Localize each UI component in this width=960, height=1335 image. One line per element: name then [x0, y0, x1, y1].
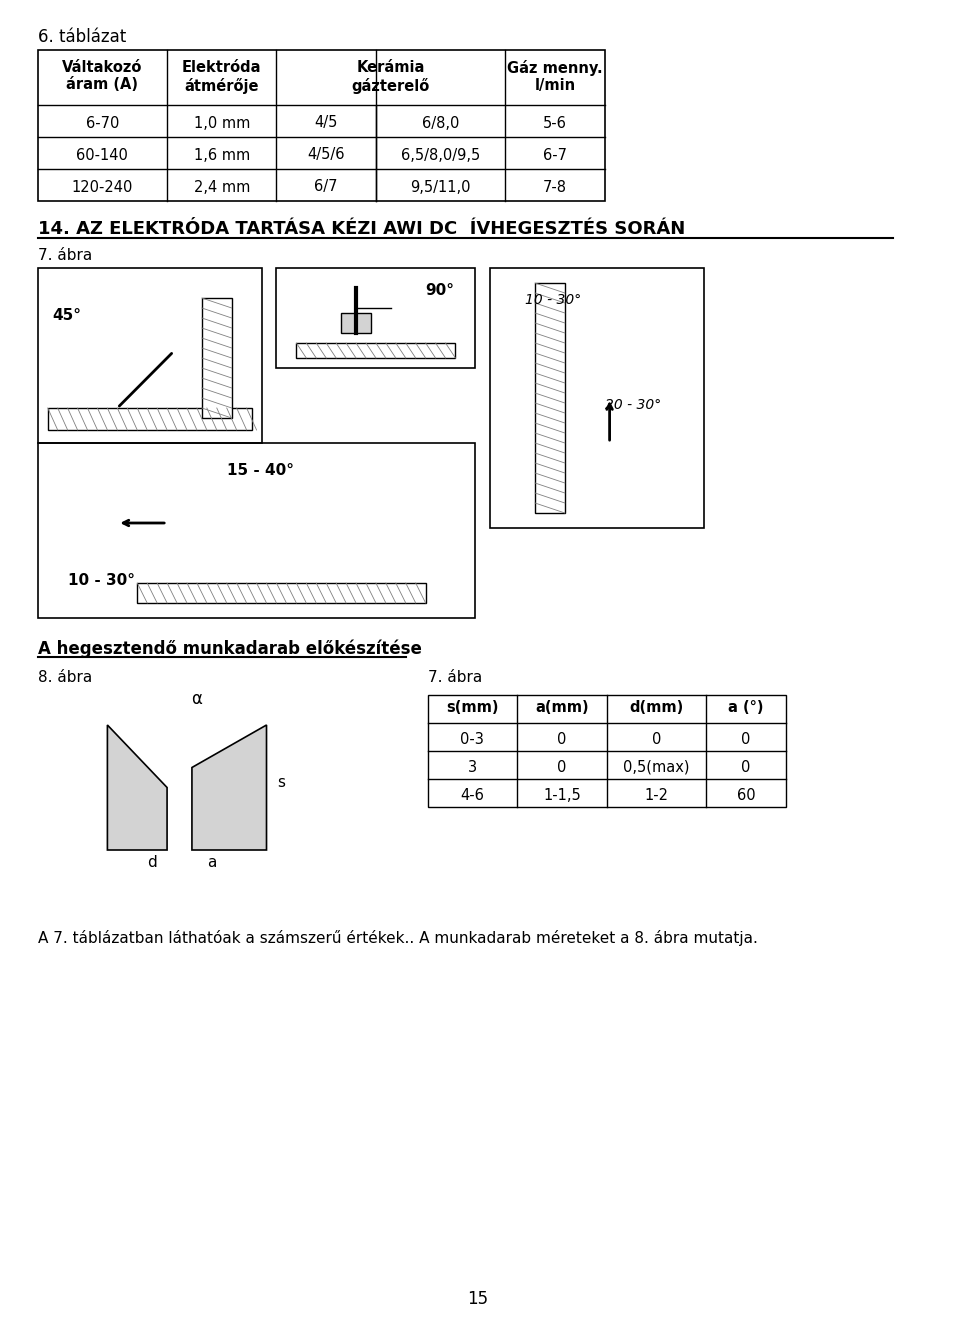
- Text: 45°: 45°: [53, 308, 82, 323]
- Text: 4-6: 4-6: [461, 788, 484, 802]
- Bar: [297, 343, 455, 358]
- Text: 9,5/11,0: 9,5/11,0: [410, 179, 470, 195]
- Text: 15: 15: [467, 1290, 488, 1308]
- Text: 4/5: 4/5: [315, 116, 338, 131]
- Text: 6-7: 6-7: [543, 147, 567, 163]
- Text: 10 - 30°: 10 - 30°: [525, 292, 582, 307]
- Text: d: d: [147, 854, 156, 870]
- Text: 0: 0: [557, 732, 566, 746]
- Text: 15 - 40°: 15 - 40°: [227, 463, 294, 478]
- Text: 6-70: 6-70: [85, 116, 119, 131]
- Text: 120-240: 120-240: [72, 179, 133, 195]
- Bar: [491, 268, 704, 529]
- Text: 14. AZ ELEKTRÓDA TARTÁSA KÉZI AWI DC  ÍVHEGESZTÉS SORÁN: 14. AZ ELEKTRÓDA TARTÁSA KÉZI AWI DC ÍVH…: [37, 220, 685, 238]
- Bar: [37, 268, 261, 443]
- Polygon shape: [192, 725, 267, 850]
- Text: 7. ábra: 7. ábra: [37, 248, 92, 263]
- Text: 1,0 mm: 1,0 mm: [194, 116, 250, 131]
- Text: A 7. táblázatban láthatóak a számszerű értékek.. A munkadarab méreteket a 8. ábr: A 7. táblázatban láthatóak a számszerű é…: [37, 930, 757, 947]
- Text: A hegesztendő munkadarab előkészítése: A hegesztendő munkadarab előkészítése: [37, 639, 421, 658]
- Bar: [137, 583, 425, 603]
- Bar: [48, 409, 252, 430]
- Text: 3: 3: [468, 760, 477, 774]
- Text: 90°: 90°: [425, 283, 455, 298]
- Text: 1,6 mm: 1,6 mm: [194, 147, 250, 163]
- Text: a (°): a (°): [728, 700, 763, 716]
- Text: 6,5/8,0/9,5: 6,5/8,0/9,5: [401, 147, 480, 163]
- Text: 0,5(max): 0,5(max): [623, 760, 689, 774]
- Text: 60-140: 60-140: [77, 147, 129, 163]
- Text: d(mm): d(mm): [629, 700, 684, 716]
- Bar: [341, 312, 371, 332]
- Text: 0: 0: [557, 760, 566, 774]
- Text: Elektróda
átmérője: Elektróda átmérője: [182, 60, 261, 93]
- Text: 0: 0: [741, 732, 751, 746]
- Text: 2,4 mm: 2,4 mm: [194, 179, 250, 195]
- Text: 0: 0: [652, 732, 661, 746]
- Bar: [202, 298, 231, 418]
- Text: 20 - 30°: 20 - 30°: [605, 398, 660, 413]
- Text: Kerámia
gázterelő: Kerámia gázterelő: [351, 60, 430, 93]
- Text: Gáz menny.
l/min: Gáz menny. l/min: [507, 60, 603, 93]
- Text: 1-2: 1-2: [644, 788, 668, 802]
- Text: 6/8,0: 6/8,0: [421, 116, 459, 131]
- Bar: [535, 283, 564, 513]
- Polygon shape: [108, 725, 167, 850]
- Text: 0: 0: [741, 760, 751, 774]
- Bar: [427, 696, 785, 806]
- Bar: [37, 49, 605, 202]
- Text: s: s: [277, 776, 285, 790]
- Text: α: α: [191, 690, 203, 708]
- Text: 60: 60: [736, 788, 756, 802]
- Text: 4/5/6: 4/5/6: [307, 147, 345, 163]
- Text: 0-3: 0-3: [461, 732, 484, 746]
- Text: Váltakozó
áram (A): Váltakozó áram (A): [62, 60, 143, 92]
- Text: a: a: [206, 854, 216, 870]
- Text: a(mm): a(mm): [535, 700, 588, 716]
- Text: 1-1,5: 1-1,5: [543, 788, 581, 802]
- Bar: [276, 268, 475, 368]
- Text: s(mm): s(mm): [446, 700, 498, 716]
- Text: 6/7: 6/7: [315, 179, 338, 195]
- Text: 7-8: 7-8: [543, 179, 567, 195]
- Text: 8. ábra: 8. ábra: [37, 670, 92, 685]
- Text: 5-6: 5-6: [543, 116, 566, 131]
- Bar: [37, 443, 475, 618]
- Text: 7. ábra: 7. ábra: [427, 670, 482, 685]
- Text: 10 - 30°: 10 - 30°: [67, 573, 134, 587]
- Text: 6. táblázat: 6. táblázat: [37, 28, 126, 45]
